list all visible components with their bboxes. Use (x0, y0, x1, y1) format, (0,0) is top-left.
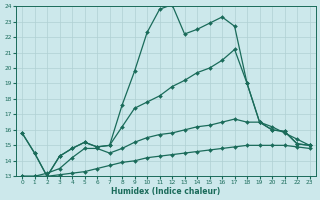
X-axis label: Humidex (Indice chaleur): Humidex (Indice chaleur) (111, 187, 220, 196)
